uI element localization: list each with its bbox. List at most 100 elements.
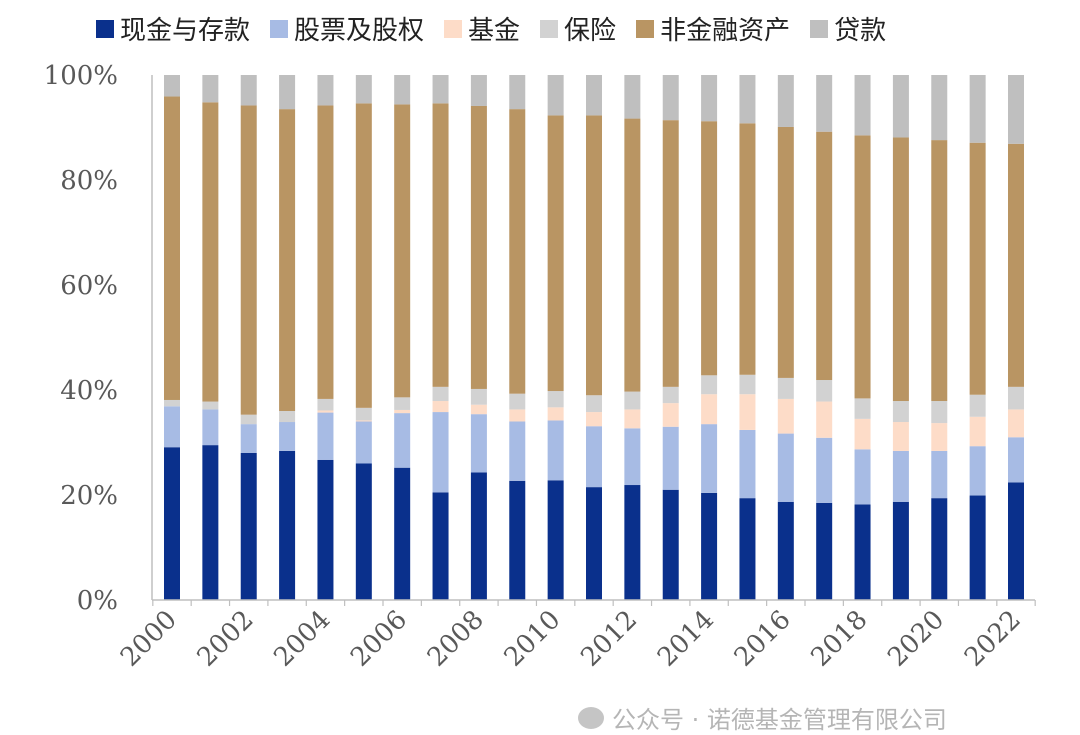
bar-segment-2021-2	[969, 416, 986, 447]
bar-segment-2022-5	[1008, 75, 1024, 144]
bar-segment-2020-3	[931, 401, 948, 424]
x-tick-label: 2020	[882, 605, 950, 673]
y-tick-label: 100%	[44, 61, 118, 91]
bar-segment-2010-0	[547, 480, 564, 600]
bar-segment-2001-0	[202, 445, 219, 600]
x-tick-label: 2010	[499, 605, 567, 673]
legend-item-cash: 现金与存款	[96, 10, 250, 47]
bar-segment-2019-0	[892, 501, 909, 600]
bar-segment-2016-2	[777, 398, 794, 434]
bar-segment-2015-0	[739, 498, 756, 600]
bar-segment-2003-4	[279, 109, 296, 411]
bar-segment-2000-1	[164, 406, 180, 448]
bar-segment-2003-0	[279, 450, 296, 600]
bar-segment-2013-1	[662, 426, 679, 490]
bar-segment-2019-2	[892, 422, 909, 451]
bar-segment-2005-4	[355, 103, 372, 408]
bar-segment-2008-0	[470, 472, 487, 600]
bar-segment-2006-5	[394, 75, 411, 105]
bar-segment-2006-2	[394, 409, 411, 414]
bar-segment-2016-5	[777, 75, 794, 127]
bar-segment-2000-3	[164, 399, 180, 407]
watermark: 公众号 · 诺德基金管理有限公司	[578, 700, 947, 735]
bar-segment-2018-2	[854, 418, 871, 450]
x-tick-label: 2000	[115, 605, 183, 673]
bar-segment-2017-3	[816, 380, 833, 402]
bar-segment-2022-1	[1008, 437, 1024, 483]
legend-item-loans: 贷款	[810, 10, 886, 47]
bar-segment-2007-2	[432, 401, 449, 413]
x-tick-label: 2006	[345, 605, 413, 673]
bar-segment-2013-3	[662, 386, 679, 404]
bar-segment-2011-3	[586, 395, 602, 413]
bar-segment-2020-4	[931, 140, 948, 402]
bar-segment-2008-1	[470, 414, 487, 473]
bar-segment-2018-4	[854, 135, 871, 399]
bar-segment-2013-0	[662, 489, 679, 600]
bar-segment-2011-4	[586, 115, 602, 396]
bar-segment-2000-5	[164, 75, 180, 97]
bar-segment-2014-1	[701, 424, 718, 493]
bar-segment-2011-2	[586, 412, 602, 427]
bar-segment-2009-0	[509, 480, 526, 600]
bar-segment-2022-3	[1008, 386, 1024, 410]
bar-segment-2021-4	[969, 142, 986, 395]
bar-segment-2003-1	[279, 422, 296, 451]
bar-segment-2012-1	[624, 428, 641, 486]
bar-segment-2014-5	[701, 75, 718, 122]
bar-segment-2012-4	[624, 118, 641, 392]
bar-segment-2021-0	[969, 495, 986, 600]
bar-segment-2013-2	[662, 403, 679, 427]
x-tick-label: 2016	[729, 605, 797, 673]
bar-segment-2017-5	[816, 75, 833, 132]
bar-segment-2017-4	[816, 131, 833, 381]
bar-segment-2020-1	[931, 450, 948, 499]
bar-segment-2014-3	[701, 375, 718, 395]
bar-segment-2001-3	[202, 401, 219, 410]
bar-segment-2012-3	[624, 391, 641, 410]
bar-segment-2010-5	[547, 75, 564, 116]
bar-segment-2010-1	[547, 420, 564, 481]
legend-item-stocks: 股票及股权	[270, 10, 424, 47]
bar-segment-2002-1	[240, 424, 257, 453]
bar-segment-2009-5	[509, 75, 526, 110]
legend-swatch	[810, 19, 829, 38]
bar-segment-2009-1	[509, 421, 526, 481]
bar-segment-2018-1	[854, 449, 871, 505]
bar-segment-2010-2	[547, 407, 564, 421]
x-tick-label: 2022	[959, 605, 1027, 673]
y-tick-label: 60%	[60, 271, 118, 301]
bar-segment-2005-2	[355, 420, 372, 422]
bar-segment-2002-3	[240, 414, 257, 425]
bar-segment-2000-4	[164, 96, 180, 400]
bar-segment-2020-2	[931, 423, 948, 451]
bar-segment-2005-1	[355, 421, 372, 464]
bar-segment-2004-3	[317, 398, 334, 411]
bar-segment-2012-0	[624, 485, 641, 600]
bar-segment-2018-3	[854, 398, 871, 419]
bar-segment-2009-2	[509, 409, 526, 422]
bar-segment-2019-5	[892, 75, 909, 138]
bar-segment-2004-2	[317, 410, 334, 413]
bar-segment-2015-2	[739, 394, 756, 430]
bar-segment-2009-3	[509, 393, 526, 410]
y-tick-label: 0%	[77, 586, 118, 616]
bar-segment-2006-0	[394, 467, 411, 600]
bar-segment-2007-1	[432, 412, 449, 493]
bar-segment-2020-5	[931, 75, 948, 141]
bar-segment-2004-5	[317, 75, 334, 106]
bar-segment-2008-4	[470, 105, 487, 389]
x-tick-label: 2012	[575, 605, 643, 673]
bar-segment-2010-4	[547, 115, 564, 392]
bar-segment-2018-5	[854, 75, 871, 136]
bar-segment-2003-3	[279, 411, 296, 423]
bar-segment-2009-4	[509, 109, 526, 394]
bar-segment-2017-1	[816, 437, 833, 503]
bar-segment-2014-4	[701, 121, 718, 376]
bar-segment-2016-4	[777, 126, 794, 378]
bar-segment-2002-0	[240, 453, 257, 600]
bar-segment-2015-5	[739, 75, 756, 124]
bar-segment-2021-3	[969, 394, 986, 417]
bar-segment-2019-4	[892, 137, 909, 402]
legend-swatch	[636, 19, 655, 38]
